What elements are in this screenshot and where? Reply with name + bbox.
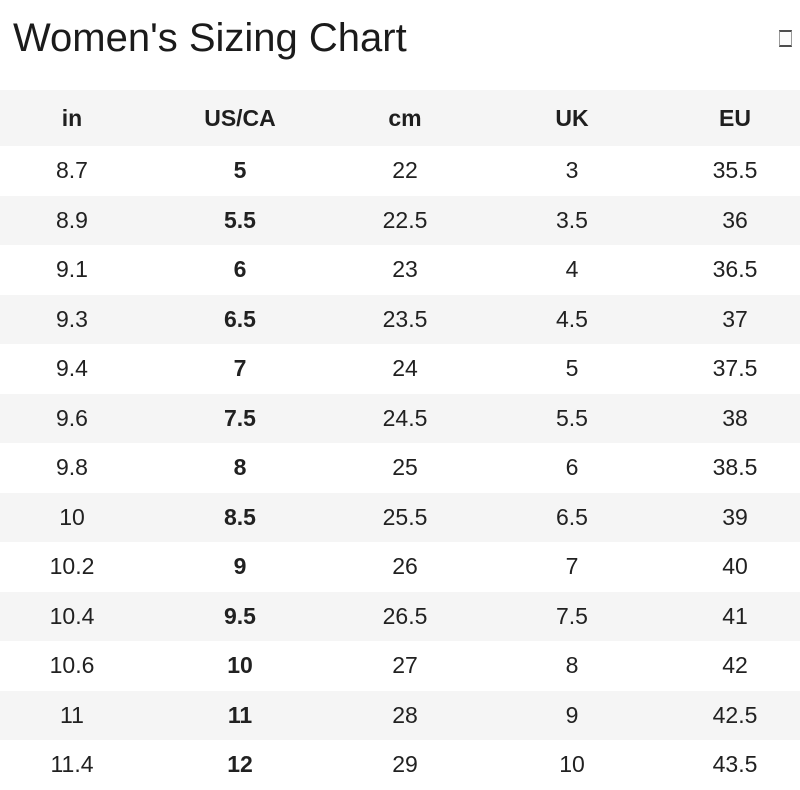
cell-uk: 6 [565, 454, 579, 481]
cell-eu: 36 [722, 206, 748, 233]
cell-in: 10.4 [49, 602, 95, 629]
table-row: 8.7 5 22 3 35.5 [0, 146, 800, 196]
cell-in: 9.3 [56, 305, 88, 332]
cell-usca: 8.5 [224, 503, 256, 530]
cell-cm: 23.5 [382, 305, 428, 332]
table-row: 11.4 12 29 10 43.5 [0, 740, 800, 790]
cell-usca: 9.5 [224, 602, 256, 629]
cell-eu: 35.5 [712, 157, 758, 184]
cell-in: 9.4 [56, 355, 88, 382]
cell-usca: 12 [227, 751, 253, 778]
cell-eu: 37 [722, 305, 748, 332]
cell-cm: 24 [392, 355, 418, 382]
cell-eu: 39 [722, 503, 748, 530]
cell-uk: 7.5 [556, 602, 588, 629]
cell-cm: 25.5 [382, 503, 428, 530]
cell-in: 10.6 [49, 652, 95, 679]
cell-in: 11 [60, 701, 84, 728]
cell-usca: 5 [233, 157, 247, 184]
col-header-eu: EU [670, 90, 800, 146]
cell-cm: 23 [392, 256, 418, 283]
cell-uk: 4 [565, 256, 579, 283]
cell-uk: 8 [565, 652, 579, 679]
cell-uk: 5 [565, 355, 579, 382]
col-header-usca: US/CA [144, 90, 336, 146]
cell-uk: 10 [559, 751, 585, 778]
cell-cm: 25 [392, 454, 418, 481]
table-header: in US/CA cm UK EU [0, 90, 800, 146]
sizing-table: in US/CA cm UK EU 8.7 5 22 3 35.5 8.9 5.… [0, 90, 800, 790]
table-body: 8.7 5 22 3 35.5 8.9 5.5 22.5 3.5 36 9.1 … [0, 146, 800, 790]
cell-eu: 38.5 [712, 454, 758, 481]
table-row: 11 11 28 9 42.5 [0, 690, 800, 740]
cell-usca: 11 [227, 701, 253, 728]
cell-usca: 10 [227, 652, 253, 679]
cell-usca: 7 [233, 355, 247, 382]
cell-cm: 29 [392, 751, 418, 778]
cell-eu: 43.5 [712, 751, 758, 778]
cell-cm: 24.5 [382, 404, 428, 431]
cell-usca: 5.5 [224, 206, 256, 233]
cell-in: 10.2 [49, 553, 95, 580]
table-row: 9.1 6 23 4 36.5 [0, 245, 800, 295]
table-row: 9.3 6.5 23.5 4.5 37 [0, 294, 800, 344]
cell-uk: 5.5 [556, 404, 588, 431]
cell-cm: 28 [392, 701, 418, 728]
cell-eu: 42 [722, 652, 748, 679]
cell-eu: 41 [722, 602, 748, 629]
table-row: 10.2 9 26 7 40 [0, 542, 800, 592]
cell-eu: 38 [722, 404, 748, 431]
table-row: 8.9 5.5 22.5 3.5 36 [0, 195, 800, 245]
cell-cm: 26.5 [382, 602, 428, 629]
page-title: Women's Sizing Chart [13, 16, 407, 60]
cell-cm: 22.5 [382, 206, 428, 233]
cell-eu: 42.5 [712, 701, 758, 728]
cell-uk: 9 [565, 701, 579, 728]
cell-cm: 26 [392, 553, 418, 580]
cell-in: 9.8 [56, 454, 88, 481]
cell-cm: 27 [392, 652, 418, 679]
cell-usca: 7.5 [224, 404, 256, 431]
cell-usca: 8 [233, 454, 247, 481]
table-row: 9.8 8 25 6 38.5 [0, 443, 800, 493]
missing-glyph-icon[interactable] [779, 30, 792, 47]
cell-uk: 6.5 [556, 503, 588, 530]
cell-in: 10 [59, 503, 85, 530]
cell-uk: 3.5 [556, 206, 588, 233]
header-row: in US/CA cm UK EU [0, 90, 800, 146]
cell-in: 8.9 [56, 206, 88, 233]
table-row: 10 8.5 25.5 6.5 39 [0, 492, 800, 542]
cell-in: 11.4 [50, 751, 94, 778]
table-row: 9.6 7.5 24.5 5.5 38 [0, 393, 800, 443]
table-row: 9.4 7 24 5 37.5 [0, 344, 800, 394]
cell-in: 9.6 [56, 404, 88, 431]
cell-usca: 9 [233, 553, 247, 580]
cell-eu: 37.5 [712, 355, 758, 382]
col-header-in: in [0, 90, 144, 146]
cell-uk: 7 [565, 553, 579, 580]
col-header-uk: UK [474, 90, 670, 146]
table-row: 10.4 9.5 26.5 7.5 41 [0, 591, 800, 641]
cell-uk: 3 [565, 157, 579, 184]
page-header: Women's Sizing Chart [0, 0, 800, 90]
cell-in: 8.7 [56, 157, 88, 184]
col-header-cm: cm [336, 90, 474, 146]
table-row: 10.6 10 27 8 42 [0, 641, 800, 691]
cell-eu: 36.5 [712, 256, 758, 283]
cell-usca: 6.5 [224, 305, 256, 332]
cell-cm: 22 [392, 157, 418, 184]
cell-usca: 6 [233, 256, 247, 283]
cell-uk: 4.5 [556, 305, 588, 332]
cell-in: 9.1 [56, 256, 88, 283]
cell-eu: 40 [722, 553, 748, 580]
